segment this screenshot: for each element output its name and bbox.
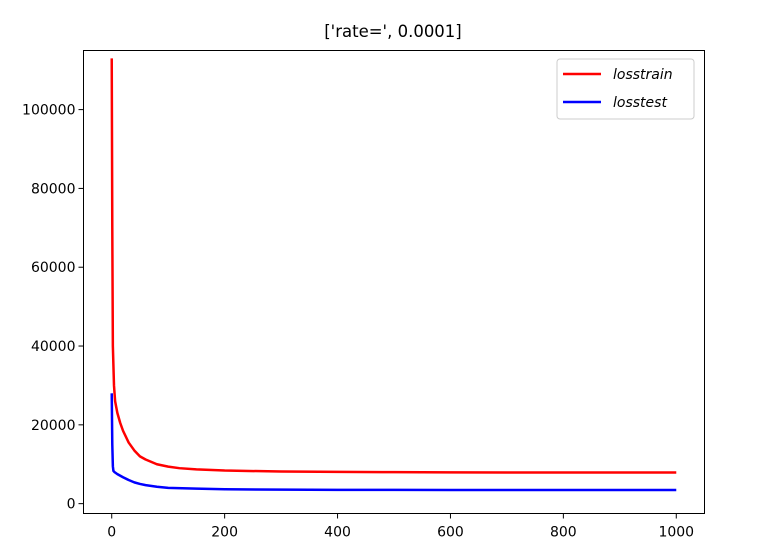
x-tick-label: 400 — [324, 525, 351, 541]
y-tick-label: 60000 — [31, 260, 76, 276]
series-layer — [110, 58, 677, 492]
x-tick-label: 200 — [211, 525, 238, 541]
legend-label-losstrain: losstrain — [613, 67, 673, 83]
y-tick-label: 100000 — [22, 103, 75, 119]
series-line-losstrain — [110, 58, 677, 474]
series-line-losstest — [110, 393, 677, 492]
x-axis: 0 200 400 600 800 1000 — [107, 513, 694, 541]
legend-label-losstest: losstest — [613, 95, 667, 111]
y-tick-label: 80000 — [31, 181, 76, 197]
chart-title: ['rate=', 0.0001] — [324, 22, 462, 41]
x-tick-label: 800 — [550, 525, 577, 541]
plot-frame — [83, 50, 705, 514]
y-tick-label: 20000 — [31, 418, 76, 434]
y-tick-label: 40000 — [31, 339, 76, 355]
y-tick-label: 0 — [67, 497, 76, 513]
legend: losstrain losstest — [556, 58, 695, 120]
x-tick-label: 1000 — [658, 525, 694, 541]
y-axis: 0 20000 40000 60000 80000 100000 — [22, 103, 84, 513]
x-tick-label: 0 — [107, 525, 116, 541]
x-tick-label: 600 — [437, 525, 464, 541]
